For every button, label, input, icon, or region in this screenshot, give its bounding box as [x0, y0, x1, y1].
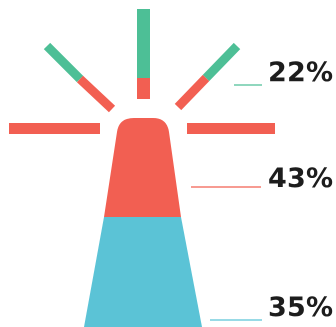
segment-label-bottom: 35%	[268, 292, 334, 323]
ray-left-diagonal-inner	[76, 75, 116, 113]
ray-right-diagonal-outer	[202, 42, 241, 82]
tower-base-segment	[84, 217, 202, 327]
ray-left	[9, 123, 100, 134]
ray-vertical-inner	[137, 78, 150, 99]
ray-left-diagonal-outer	[43, 42, 84, 83]
ray-right	[187, 123, 275, 134]
segment-label-top: 22%	[268, 57, 334, 88]
ray-vertical-outer	[137, 9, 150, 78]
segment-label-middle: 43%	[268, 163, 334, 194]
lighthouse-tower	[84, 118, 202, 327]
leader-lines	[191, 84, 262, 321]
ray-right-diagonal-inner	[174, 74, 210, 111]
tower-upper-segment	[104, 118, 181, 217]
light-rays	[9, 9, 275, 134]
